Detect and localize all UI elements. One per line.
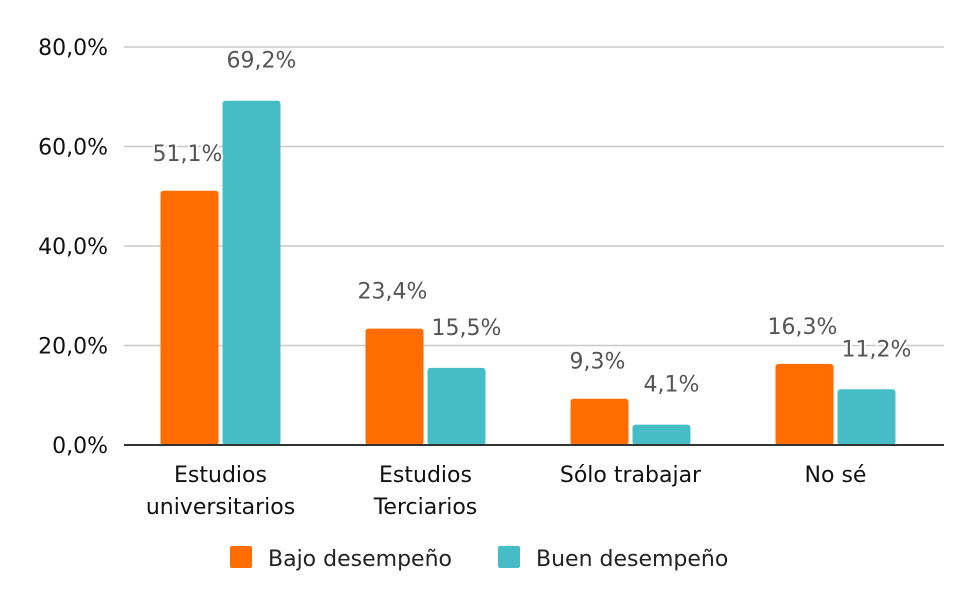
bar-buen-3	[837, 389, 896, 445]
bar-buen-2	[632, 424, 691, 445]
data-label: 9,3%	[570, 350, 626, 375]
x-category-label: Estudios	[379, 463, 472, 488]
bar-bajo-3	[775, 363, 834, 445]
data-label: 15,5%	[432, 316, 502, 341]
x-category-label: No sé	[805, 463, 867, 488]
bar-buen-1	[427, 367, 486, 445]
data-label: 69,2%	[227, 49, 297, 74]
bar-bajo-0	[160, 190, 219, 445]
y-tick-label: 80,0%	[38, 36, 108, 61]
x-category-label: Terciarios	[373, 495, 478, 520]
legend-swatch	[498, 546, 520, 568]
x-category-label: Sólo trabajar	[560, 463, 702, 488]
y-tick-label: 0,0%	[52, 434, 108, 459]
x-category-label: Estudios	[174, 463, 267, 488]
legend: Bajo desempeño Buen desempeño	[230, 546, 728, 572]
y-tick-label: 20,0%	[38, 335, 108, 360]
y-tick-label: 60,0%	[38, 136, 108, 161]
bars	[160, 100, 896, 445]
x-axis-category-labels: Estudios universitarios Estudios Terciarios…	[146, 463, 867, 520]
x-category-label: universitarios	[146, 495, 295, 520]
legend-label: Buen desempeño	[536, 547, 728, 572]
bar-buen-0	[222, 100, 281, 445]
data-labels: 51,1% 69,2% 23,4%15,5% 9,3% 4,1% 16,3%11,2%	[151, 47, 914, 400]
legend-label: Bajo desempeño	[268, 547, 452, 572]
legend-swatch	[230, 546, 252, 568]
bar-bajo-2	[570, 398, 629, 445]
data-label: 16,3%	[768, 315, 838, 340]
data-label: 4,1%	[644, 373, 700, 398]
bar-bajo-1	[365, 328, 424, 445]
y-tick-label: 40,0%	[38, 235, 108, 260]
data-label: 51,1%	[153, 142, 223, 167]
data-label: 11,2%	[842, 337, 912, 362]
y-axis-tick-labels: 0,0% 20,0% 40,0% 60,0% 80,0%	[38, 36, 108, 459]
data-label: 23,4%	[358, 280, 428, 305]
